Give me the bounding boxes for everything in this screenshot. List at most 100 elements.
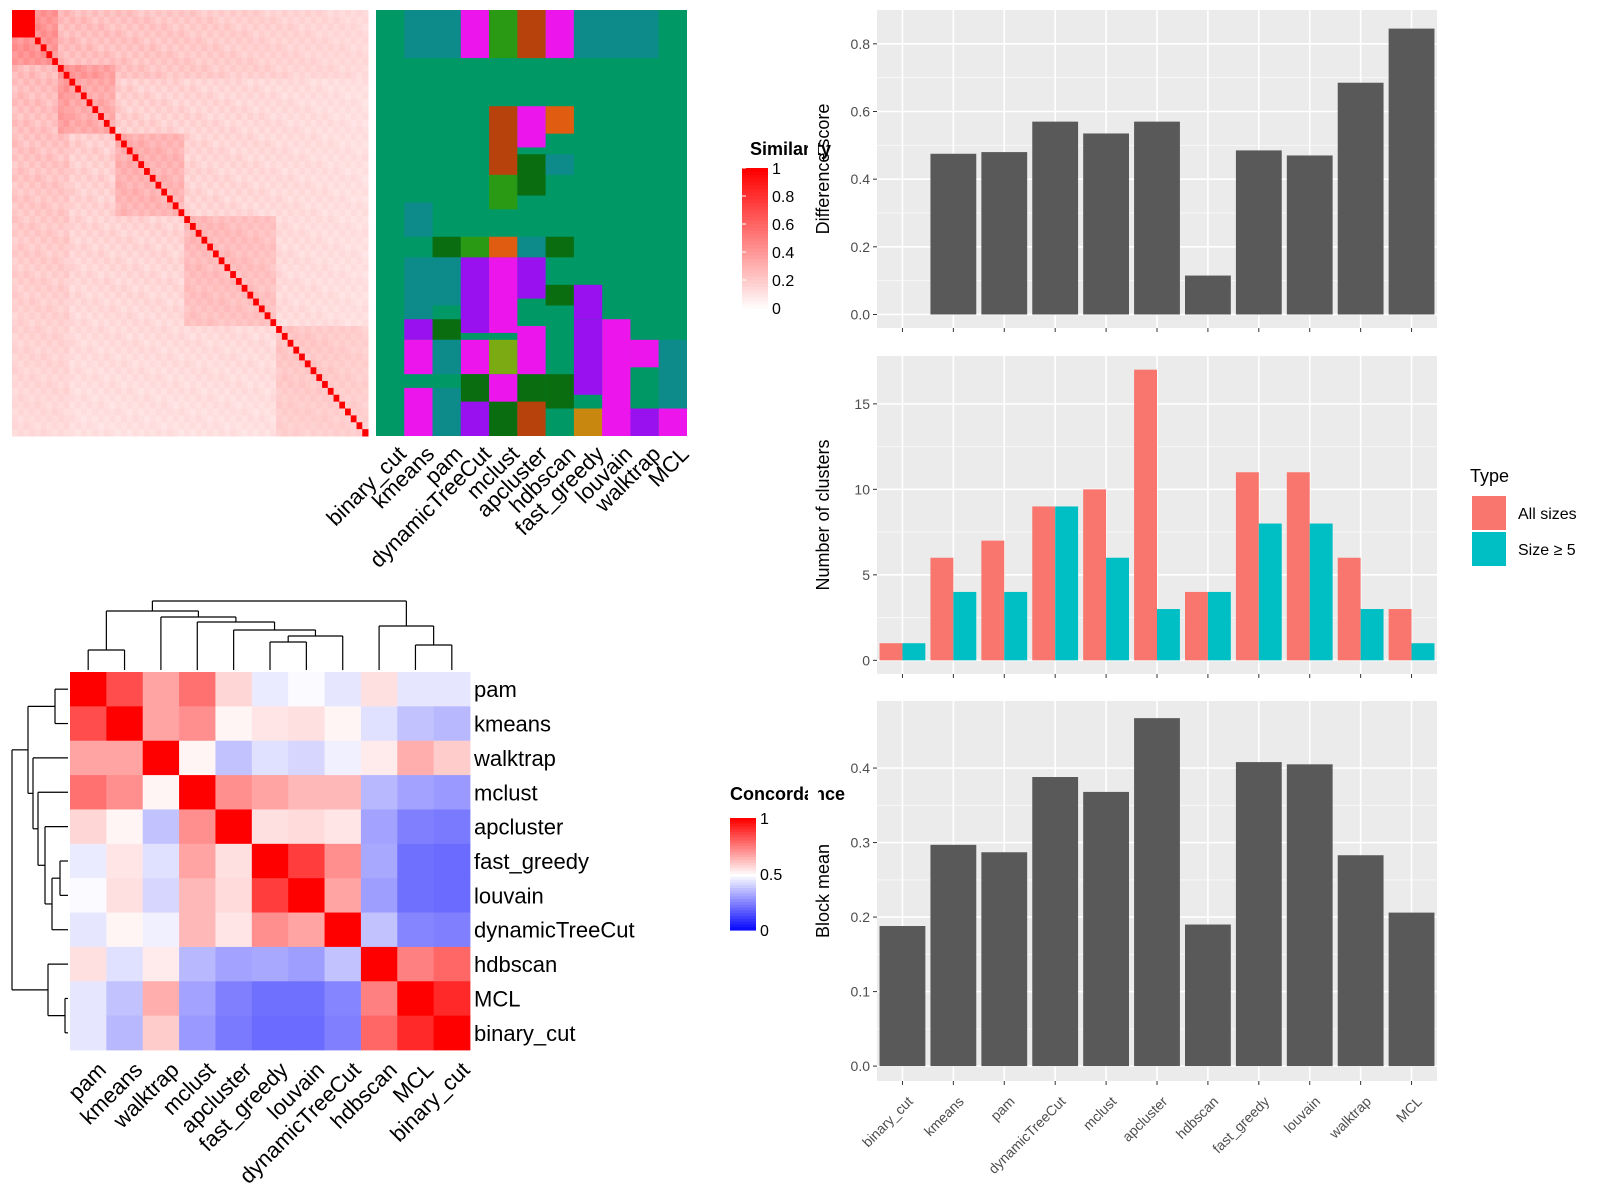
similarity-cell (149, 360, 157, 368)
similarity-cell (103, 257, 111, 265)
similarity-cell (167, 367, 174, 375)
similarity-cell (253, 408, 260, 416)
similarity-cell (362, 133, 369, 142)
similarity-cell (258, 326, 266, 334)
similarity-cell (92, 367, 99, 375)
similarity-cell (144, 58, 151, 66)
similarity-cell (235, 326, 243, 334)
similarity-cell (235, 346, 243, 355)
similarity-cell (293, 257, 300, 265)
concordance-cell (324, 981, 362, 1017)
similarity-cell (86, 346, 93, 355)
similarity-cell (109, 360, 116, 368)
similarity-cell (29, 140, 36, 148)
similarity-cell (115, 408, 122, 416)
similarity-cell (115, 415, 122, 423)
similarity-cell (333, 422, 340, 430)
similarity-cell (299, 126, 306, 135)
similarity-cell (327, 326, 335, 334)
similarity-cell (167, 216, 174, 224)
similarity-cell (212, 353, 220, 361)
similarity-cell (190, 99, 197, 107)
similarity-legend-swatch (742, 210, 768, 215)
similarity-cell (258, 85, 266, 93)
similarity-cell (218, 236, 225, 245)
similarity-cell (167, 37, 174, 45)
similarity-cell (339, 291, 346, 300)
similarity-cell (333, 305, 340, 313)
similarity-cell (281, 415, 289, 423)
similarity-cell (161, 271, 168, 279)
similarity-cell (63, 236, 70, 245)
similarity-cell (149, 78, 157, 87)
similarity-cell (103, 298, 111, 306)
similarity-cell (69, 209, 76, 217)
similarity-cell (304, 168, 312, 176)
concordance-cell (324, 706, 362, 742)
concordance-legend-swatch (730, 890, 756, 895)
similarity-cell (258, 243, 266, 251)
similarity-cell (212, 154, 220, 162)
similarity-cell (167, 168, 174, 176)
similarity-cell (276, 339, 283, 348)
similarity-cell (29, 44, 36, 52)
similarity-cell (132, 174, 139, 183)
similarity-cell (178, 119, 185, 128)
similarity-cell (86, 257, 93, 265)
similarity-cell (149, 312, 157, 320)
similarity-cell (304, 422, 312, 430)
similarity-cell (12, 209, 19, 217)
similarity-cell (356, 188, 363, 197)
similarity-cell (75, 202, 82, 210)
similarity-cell (218, 23, 225, 32)
similarity-cell (207, 229, 214, 238)
similarity-cell (46, 332, 53, 341)
similarity-cell (57, 10, 65, 18)
similarity-cell (23, 236, 30, 245)
similarity-cell (224, 429, 231, 437)
similarity-cell (29, 133, 36, 142)
similarity-cell (310, 16, 317, 25)
similarity-cell (195, 326, 202, 334)
similarity-cell (258, 429, 266, 437)
similarity-cell (299, 30, 306, 38)
similarity-cell (235, 305, 243, 313)
similarity-cell (230, 16, 237, 25)
similarity-cell (40, 10, 47, 18)
concordance-cell (397, 981, 435, 1017)
similarity-cell (149, 229, 157, 238)
similarity-cell (34, 387, 42, 396)
similarity-cell (86, 264, 93, 272)
similarity-cell (103, 284, 111, 293)
similarity-cell (155, 174, 162, 183)
similarity-cell (69, 174, 76, 183)
similarity-cell (339, 140, 346, 148)
y-tick-label: 0 (862, 652, 870, 668)
similarity-cell (224, 250, 231, 258)
similarity-cell (92, 10, 99, 18)
similarity-cell (115, 264, 122, 272)
similarity-cell (167, 23, 174, 32)
similarity-cell (103, 147, 111, 155)
similarity-cell (264, 92, 271, 100)
similarity-cell (172, 291, 180, 300)
similarity-cell (46, 92, 53, 100)
similarity-cell (138, 195, 145, 203)
similarity-cell (109, 381, 116, 389)
similarity-cell (115, 360, 122, 368)
similarity-cell (109, 223, 116, 231)
similarity-cell (23, 71, 30, 80)
similarity-cell (224, 408, 231, 416)
similarity-cell (299, 257, 306, 265)
similarity-cell (109, 243, 116, 251)
similarity-cell (201, 174, 208, 183)
similarity-cell (362, 298, 369, 306)
similarity-cell (293, 23, 300, 32)
similarity-cell (281, 353, 289, 361)
similarity-cell (155, 374, 162, 382)
similarity-cell (258, 216, 266, 224)
similarity-cell (247, 277, 254, 286)
concordance-row-label: walktrap (473, 746, 556, 771)
similarity-cell (258, 332, 266, 341)
similarity-cell (322, 10, 329, 18)
